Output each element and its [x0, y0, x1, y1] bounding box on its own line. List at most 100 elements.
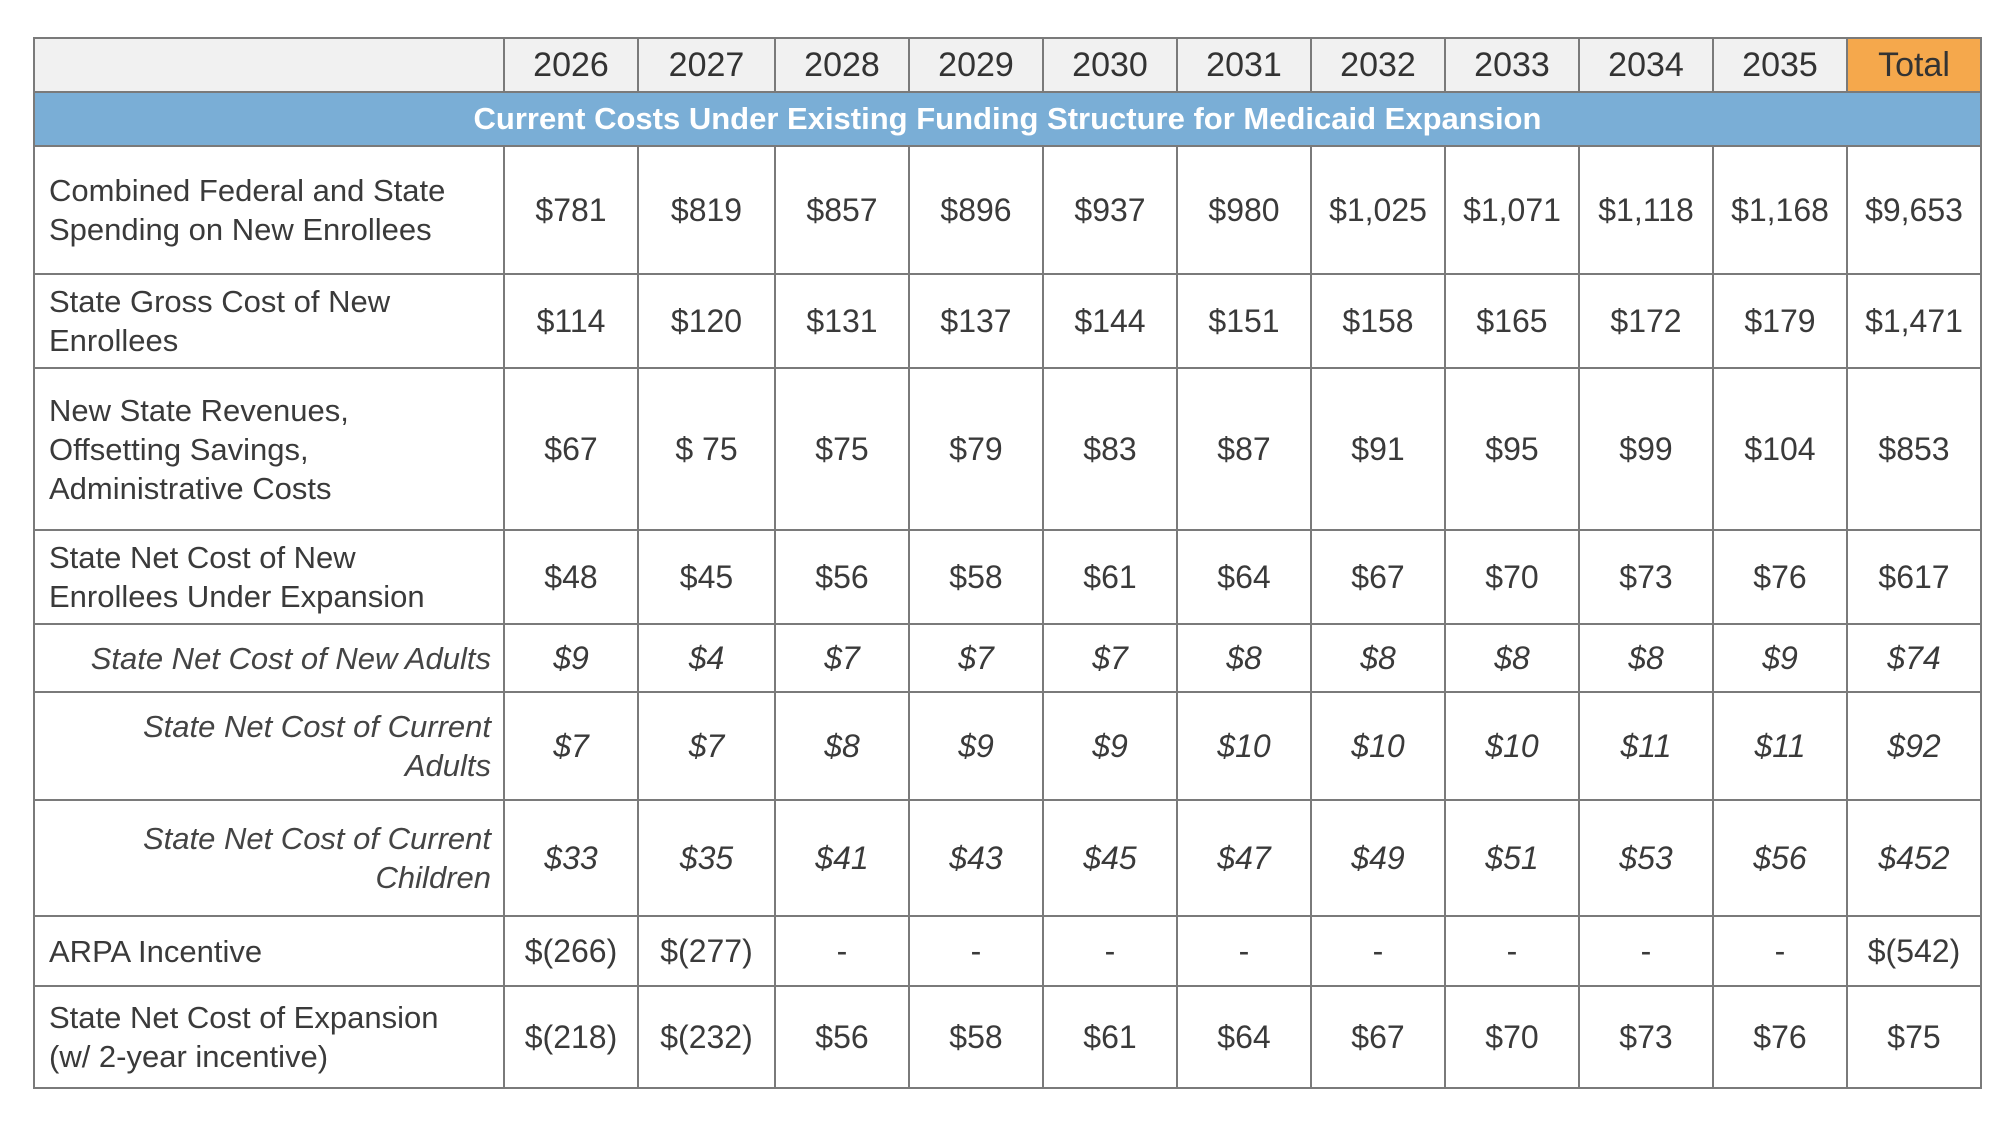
value-cell: $11: [1578, 691, 1714, 801]
total-value-cell: $92: [1846, 691, 1982, 801]
row-label-line: State Net Cost of New Adults: [90, 640, 491, 676]
value-cell: $857: [774, 145, 910, 275]
value-cell: $120: [637, 273, 776, 369]
row-label-line: Administrative Costs: [49, 470, 332, 506]
value-cell: $41: [774, 799, 910, 917]
header-year-cell: 2035: [1712, 37, 1848, 93]
value-cell: $165: [1444, 273, 1580, 369]
value-cell: $87: [1176, 367, 1312, 531]
value-cell: $79: [908, 367, 1044, 531]
value-cell: $58: [908, 529, 1044, 625]
value-cell: $131: [774, 273, 910, 369]
row-label: State Gross Cost of New Enrollees: [33, 273, 505, 369]
table-row: State Gross Cost of New Enrollees $114 $120…: [33, 273, 1982, 369]
value-cell: $43: [908, 799, 1044, 917]
header-year-cell: 2030: [1042, 37, 1178, 93]
value-cell: $67: [503, 367, 639, 531]
value-cell: $56: [774, 985, 910, 1089]
table-row: ARPA Incentive $(266) $(277) - - - - - - - - $(542): [33, 915, 1982, 987]
value-cell: $819: [637, 145, 776, 275]
value-cell: $1,168: [1712, 145, 1848, 275]
value-cell: $179: [1712, 273, 1848, 369]
row-label-line: State Net Cost of New: [49, 540, 356, 575]
value-cell: $76: [1712, 985, 1848, 1089]
row-label-line: ARPA Incentive: [49, 933, 263, 969]
value-cell: -: [1042, 915, 1178, 987]
row-label-line: New State Revenues,: [49, 392, 349, 428]
row-label: ARPA Incentive: [33, 915, 505, 987]
header-year-cell: 2031: [1176, 37, 1312, 93]
value-cell: $8: [1310, 623, 1446, 693]
value-cell: $64: [1176, 985, 1312, 1089]
value-cell: $95: [1444, 367, 1580, 531]
header-year-cell: 2034: [1578, 37, 1714, 93]
row-label: Combined Federal and State Spending on Ne…: [33, 145, 505, 275]
row-label: State Net Cost of Current Adults: [33, 691, 505, 801]
value-cell: $53: [1578, 799, 1714, 917]
value-cell: $1,025: [1310, 145, 1446, 275]
value-cell: $70: [1444, 985, 1580, 1089]
value-cell: $73: [1578, 985, 1714, 1089]
table-row: New State Revenues, Offsetting Savings, Ad…: [33, 367, 1982, 531]
row-label-line: (w/ 2-year incentive): [49, 1039, 329, 1074]
value-cell: $64: [1176, 529, 1312, 625]
header-year-cell: 2027: [637, 37, 776, 93]
row-label-line: Combined Federal and State: [49, 173, 446, 208]
value-cell: $45: [637, 529, 776, 625]
value-cell: $56: [774, 529, 910, 625]
value-cell: $11: [1712, 691, 1848, 801]
header-year-cell: 2032: [1310, 37, 1446, 93]
table-row: State Net Cost of New Adults $9 $4 $7 $7 $7 $8…: [33, 623, 1982, 693]
value-cell: $172: [1578, 273, 1714, 369]
value-cell: $8: [1176, 623, 1312, 693]
total-value-cell: $9,653: [1846, 145, 1982, 275]
header-total-cell: Total: [1846, 37, 1982, 93]
value-cell: $158: [1310, 273, 1446, 369]
table-row: Combined Federal and State Spending on Ne…: [33, 145, 1982, 275]
value-cell: $1,118: [1578, 145, 1714, 275]
total-value-cell: $853: [1846, 367, 1982, 531]
value-cell: $47: [1176, 799, 1312, 917]
value-cell: -: [1712, 915, 1848, 987]
value-cell: $58: [908, 985, 1044, 1089]
value-cell: -: [774, 915, 910, 987]
value-cell: $9: [1712, 623, 1848, 693]
value-cell: $9: [908, 691, 1044, 801]
value-cell: $67: [1310, 985, 1446, 1089]
value-cell: $56: [1712, 799, 1848, 917]
total-value-cell: $(542): [1846, 915, 1982, 987]
row-label-line: Enrollees Under Expansion: [49, 579, 425, 614]
value-cell: $(266): [503, 915, 639, 987]
value-cell: $9: [503, 623, 639, 693]
value-cell: $48: [503, 529, 639, 625]
value-cell: $99: [1578, 367, 1714, 531]
value-cell: $7: [637, 691, 776, 801]
value-cell: $35: [637, 799, 776, 917]
value-cell: $(218): [503, 985, 639, 1089]
value-cell: $781: [503, 145, 639, 275]
value-cell: $75: [774, 367, 910, 531]
total-value-cell: $452: [1846, 799, 1982, 917]
row-label-line: State Net Cost of Current: [142, 821, 491, 856]
row-label-line: Adults: [404, 748, 491, 783]
value-cell: $61: [1042, 985, 1178, 1089]
row-label-line: State Gross Cost of New: [49, 284, 391, 319]
row-label-line: Children: [375, 860, 491, 895]
value-cell: $7: [908, 623, 1044, 693]
row-label-line: Spending on New Enrollees: [49, 212, 432, 247]
value-cell: $7: [774, 623, 910, 693]
table-row: State Net Cost of Expansion (w/ 2-year in…: [33, 985, 1982, 1089]
header-corner-cell: [33, 37, 505, 93]
header-year-cell: 2026: [503, 37, 639, 93]
value-cell: $8: [1444, 623, 1580, 693]
value-cell: $104: [1712, 367, 1848, 531]
value-cell: $151: [1176, 273, 1312, 369]
value-cell: $91: [1310, 367, 1446, 531]
value-cell: $83: [1042, 367, 1178, 531]
value-cell: $70: [1444, 529, 1580, 625]
value-cell: $(277): [637, 915, 776, 987]
row-label: State Net Cost of Current Children: [33, 799, 505, 917]
section-title: Current Costs Under Existing Funding Str…: [33, 91, 1982, 147]
total-value-cell: $75: [1846, 985, 1982, 1089]
row-label-line: Offsetting Savings,: [49, 431, 309, 467]
